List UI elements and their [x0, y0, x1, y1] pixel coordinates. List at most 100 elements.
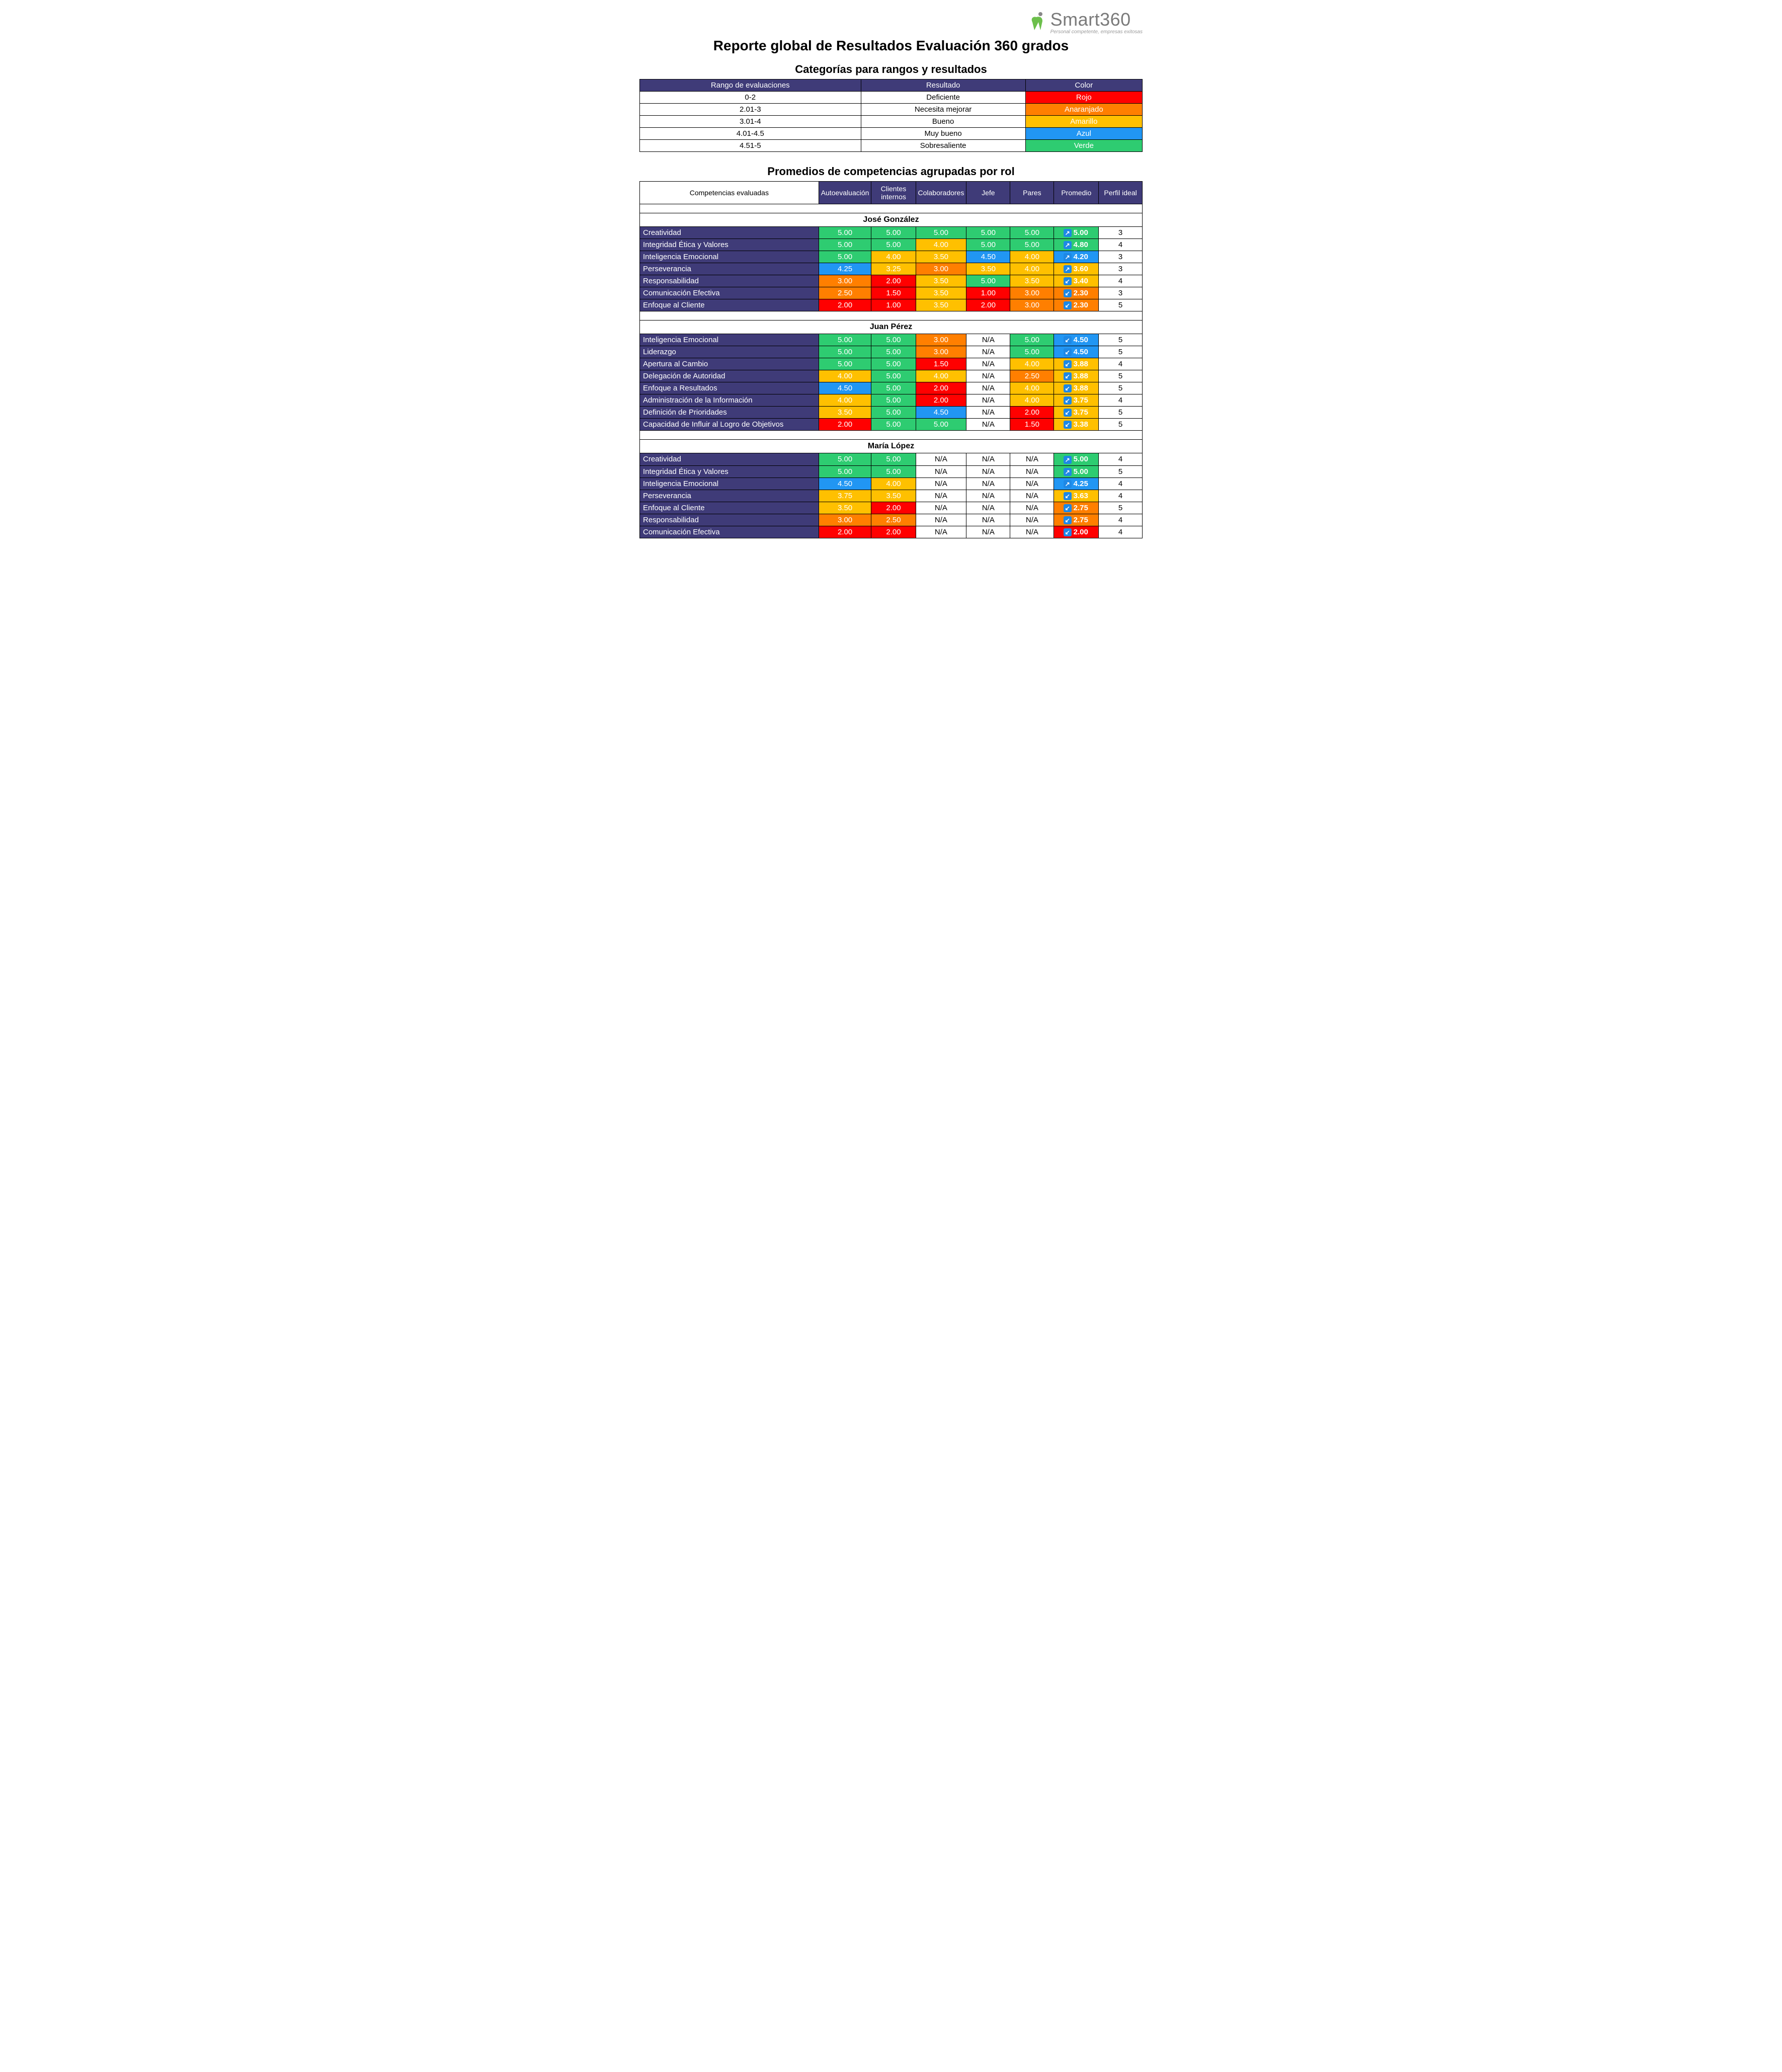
- promedio-value: 3.88: [1074, 384, 1088, 392]
- arrow-up-icon: ↗: [1064, 480, 1072, 488]
- legend-color: Anaranjado: [1025, 104, 1142, 116]
- value-cell: 2.00: [819, 419, 871, 431]
- competency-row: Integridad Ética y Valores5.005.00N/AN/A…: [640, 465, 1143, 477]
- promedio-cell: ↙3.88: [1054, 370, 1099, 382]
- value-cell: 4.25: [819, 263, 871, 275]
- promedio-value: 3.40: [1074, 277, 1088, 285]
- promedio-value: 3.88: [1074, 360, 1088, 368]
- perfil-ideal: 3: [1099, 251, 1143, 263]
- value-na: N/A: [966, 382, 1010, 394]
- competency-row: Enfoque a Resultados4.505.002.00N/A4.00↙…: [640, 382, 1143, 394]
- competency-label: Definición de Prioridades: [640, 407, 819, 419]
- promedio-value: 2.75: [1074, 504, 1088, 512]
- promedio-value: 3.60: [1074, 265, 1088, 273]
- value-cell: 4.50: [819, 477, 871, 490]
- person-row: María López: [640, 440, 1143, 453]
- value-cell: 5.00: [819, 239, 871, 251]
- value-na: N/A: [966, 514, 1010, 526]
- value-cell: 5.00: [1010, 346, 1054, 358]
- perfil-ideal: 5: [1099, 465, 1143, 477]
- perfil-ideal: 5: [1099, 370, 1143, 382]
- value-na: N/A: [1010, 453, 1054, 465]
- competency-row: Inteligencia Emocional5.005.003.00N/A5.0…: [640, 334, 1143, 346]
- spacer-row: [640, 311, 1143, 321]
- logo-icon: [1025, 10, 1047, 35]
- results-header: Competencias evaluadas: [640, 182, 819, 204]
- promedio-cell: ↗3.60: [1054, 263, 1099, 275]
- promedio-value: 2.00: [1074, 528, 1088, 536]
- arrow-down-icon: ↙: [1064, 348, 1072, 356]
- arrow-up-icon: ↗: [1064, 456, 1072, 464]
- value-cell: 1.00: [871, 299, 916, 311]
- value-cell: 4.00: [916, 239, 966, 251]
- value-cell: 3.50: [819, 502, 871, 514]
- value-cell: 5.00: [819, 465, 871, 477]
- promedio-cell: ↗4.25: [1054, 477, 1099, 490]
- promedio-value: 2.30: [1074, 301, 1088, 309]
- legend-range: 4.51-5: [640, 140, 861, 152]
- competency-row: Inteligencia Emocional5.004.003.504.504.…: [640, 251, 1143, 263]
- value-cell: 3.50: [1010, 275, 1054, 287]
- value-cell: 5.00: [871, 239, 916, 251]
- promedio-cell: ↙2.30: [1054, 299, 1099, 311]
- arrow-up-icon: ↗: [1064, 468, 1072, 476]
- results-title: Promedios de competencias agrupadas por …: [639, 165, 1143, 178]
- value-cell: 2.50: [871, 514, 916, 526]
- arrow-down-icon: ↙: [1064, 277, 1072, 285]
- promedio-cell: ↙3.40: [1054, 275, 1099, 287]
- value-cell: 5.00: [819, 453, 871, 465]
- promedio-cell: ↙4.50: [1054, 346, 1099, 358]
- value-cell: 5.00: [819, 227, 871, 239]
- competency-row: Definición de Prioridades3.505.004.50N/A…: [640, 407, 1143, 419]
- perfil-ideal: 5: [1099, 346, 1143, 358]
- value-cell: 3.00: [916, 334, 966, 346]
- results-table: Competencias evaluadasAutoevaluaciónClie…: [639, 181, 1143, 538]
- value-cell: 3.50: [871, 490, 916, 502]
- promedio-cell: ↙2.00: [1054, 526, 1099, 538]
- competency-row: Perseverancia4.253.253.003.504.00↗3.603: [640, 263, 1143, 275]
- value-cell: 2.00: [916, 382, 966, 394]
- competency-label: Responsabilidad: [640, 275, 819, 287]
- competency-row: Apertura al Cambio5.005.001.50N/A4.00↙3.…: [640, 358, 1143, 370]
- value-cell: 5.00: [819, 251, 871, 263]
- legend-row: 3.01-4BuenoAmarillo: [640, 116, 1143, 128]
- competency-row: Perseverancia3.753.50N/AN/AN/A↙3.634: [640, 490, 1143, 502]
- value-na: N/A: [1010, 490, 1054, 502]
- value-na: N/A: [966, 370, 1010, 382]
- promedio-cell: ↙4.50: [1054, 334, 1099, 346]
- results-header: Promedio: [1054, 182, 1099, 204]
- promedio-cell: ↙3.63: [1054, 490, 1099, 502]
- person-row: Juan Pérez: [640, 321, 1143, 334]
- promedio-value: 2.30: [1074, 289, 1088, 297]
- value-cell: 4.00: [1010, 382, 1054, 394]
- person-name: José González: [640, 213, 1143, 227]
- arrow-down-icon: ↙: [1064, 528, 1072, 536]
- legend-color: Amarillo: [1025, 116, 1142, 128]
- value-cell: 3.00: [916, 263, 966, 275]
- value-cell: 3.25: [871, 263, 916, 275]
- perfil-ideal: 5: [1099, 502, 1143, 514]
- competency-row: Administración de la Información4.005.00…: [640, 394, 1143, 407]
- legend-header: Color: [1025, 79, 1142, 92]
- competency-row: Comunicación Efectiva2.501.503.501.003.0…: [640, 287, 1143, 299]
- arrow-down-icon: ↙: [1064, 289, 1072, 297]
- value-cell: 2.00: [871, 275, 916, 287]
- perfil-ideal: 3: [1099, 287, 1143, 299]
- legend-color: Verde: [1025, 140, 1142, 152]
- legend-range: 0-2: [640, 92, 861, 104]
- value-cell: 3.50: [819, 407, 871, 419]
- legend-range: 4.01-4.5: [640, 128, 861, 140]
- value-cell: 5.00: [871, 358, 916, 370]
- legend-result: Deficiente: [861, 92, 1025, 104]
- promedio-value: 5.00: [1074, 228, 1088, 237]
- legend-row: 0-2DeficienteRojo: [640, 92, 1143, 104]
- value-cell: 4.00: [1010, 394, 1054, 407]
- promedio-value: 4.25: [1074, 480, 1088, 488]
- perfil-ideal: 5: [1099, 334, 1143, 346]
- spacer-row: [640, 431, 1143, 440]
- value-na: N/A: [1010, 477, 1054, 490]
- promedio-cell: ↙2.75: [1054, 514, 1099, 526]
- value-na: N/A: [966, 465, 1010, 477]
- competency-row: Enfoque al Cliente2.001.003.502.003.00↙2…: [640, 299, 1143, 311]
- value-cell: 3.50: [966, 263, 1010, 275]
